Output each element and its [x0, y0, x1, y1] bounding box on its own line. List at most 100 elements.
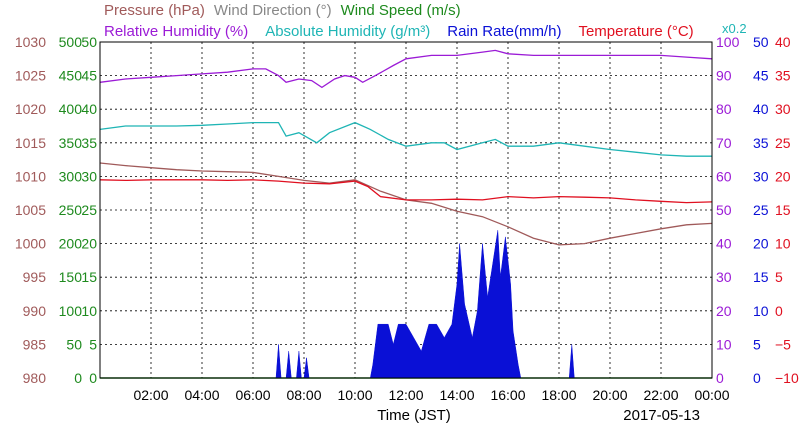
right-axis-rain-label-0: 50	[753, 34, 769, 50]
left-axis-wind-label-1: 450	[59, 68, 83, 84]
right-axis-temperature-label-6: 10	[775, 236, 791, 252]
x-tick-label-6: 14:00	[439, 387, 474, 403]
series-layer	[99, 49, 713, 379]
x-tick-label-4: 10:00	[337, 387, 372, 403]
left-axis-pressure-label-9: 985	[23, 336, 47, 352]
left-axis-pressure-label-4: 1010	[15, 168, 46, 184]
x-axis-label: Time (JST)	[377, 407, 451, 424]
left-axis-wind-speed-label-10: 0	[89, 370, 97, 386]
x-tick-label-3: 08:00	[286, 387, 321, 403]
legend-row-1: Pressure (hPa) Wind Direction (°) Wind Spe…	[104, 2, 461, 19]
right-axis-humidity-label-7: 30	[716, 269, 732, 285]
legend-item-legend-row2-2: Rain Rate(mm/h)	[447, 23, 561, 40]
left-axis-pressure-label-1: 1025	[15, 68, 46, 84]
left-axis-pressure-label-10: 980	[23, 370, 47, 386]
left-axis-wind-speed-label-2: 40	[81, 101, 97, 117]
right-axis-rain-label-6: 20	[753, 236, 769, 252]
left-axis-wind-label-6: 200	[59, 236, 83, 252]
legend-multiplier: x0.2	[722, 21, 747, 36]
date-label: 2017-05-13	[623, 407, 700, 424]
right-axis-humidity-label-5: 50	[716, 202, 732, 218]
right-axis-temperature-label-0: 40	[775, 34, 791, 50]
left-axis-pressure-label-2: 1020	[15, 101, 46, 117]
left-axis-wind-label-10: 0	[74, 370, 82, 386]
right-axis-rain-label-2: 40	[753, 101, 769, 117]
legend-item-legend-row1-2: Wind Speed (m/s)	[341, 2, 461, 19]
right-axis-temperature-label-5: 15	[775, 202, 791, 218]
right-axis-temperature-label-10: −10	[775, 370, 799, 386]
legend-item-legend-row1-0: Pressure (hPa)	[104, 2, 205, 19]
right-axis-rain-label-5: 25	[753, 202, 769, 218]
left-axis-wind-speed-label-6: 20	[81, 236, 97, 252]
right-axis-temperature-label-3: 25	[775, 135, 791, 151]
x-tick-label-2: 06:00	[235, 387, 270, 403]
right-axis-humidity-label-3: 70	[716, 135, 732, 151]
plot-frame	[99, 41, 713, 379]
right-axis-humidity-label-8: 20	[716, 303, 732, 319]
legend-item-legend-row2-3: Temperature (°C)	[578, 23, 693, 40]
left-axis-wind-speed-label-3: 35	[81, 135, 97, 151]
right-axis-temperature-label-9: −5	[775, 336, 791, 352]
left-axis-wind-label-3: 350	[59, 135, 83, 151]
legend-row-2: Relative Humidity (%) Absolute Humidity (…	[104, 21, 747, 40]
left-axis-wind-label-2: 400	[59, 101, 83, 117]
right-axis-rain-label-9: 5	[753, 336, 761, 352]
right-axis-rain-label-4: 30	[753, 168, 769, 184]
x-tick-label-10: 22:00	[643, 387, 678, 403]
right-axis-rain-label-8: 10	[753, 303, 769, 319]
right-axis-humidity-label-4: 60	[716, 168, 732, 184]
left-axis-wind-label-5: 250	[59, 202, 83, 218]
left-axis-wind-label-9: 50	[66, 336, 82, 352]
legend-item-legend-row2-0: Relative Humidity (%)	[104, 23, 248, 40]
left-axis-wind-speed-label-0: 50	[81, 34, 97, 50]
axis-labels: 1030102510201015101010051000995990985980…	[15, 34, 799, 386]
left-axis-pressure-label-0: 1030	[15, 34, 46, 50]
x-tick-label-1: 04:00	[184, 387, 219, 403]
left-axis-wind-speed-label-9: 5	[89, 336, 97, 352]
series-line-0	[99, 49, 713, 89]
right-axis-humidity-label-10: 0	[716, 370, 724, 386]
x-tick-label-11: 00:00	[694, 387, 729, 403]
series-line-3	[99, 179, 713, 204]
legend-item-legend-row2-1: Absolute Humidity (g/m³)	[265, 23, 430, 40]
x-tick-label-8: 18:00	[541, 387, 576, 403]
left-axis-wind-speed-label-1: 45	[81, 68, 97, 84]
x-tick-label-5: 12:00	[388, 387, 423, 403]
right-axis-humidity-label-0: 100	[716, 34, 740, 50]
right-axis-temperature-label-8: 0	[775, 303, 783, 319]
right-axis-temperature-label-2: 30	[775, 101, 791, 117]
left-axis-wind-speed-label-5: 25	[81, 202, 97, 218]
left-axis-wind-speed-label-4: 30	[81, 168, 97, 184]
left-axis-wind-speed-label-7: 15	[81, 269, 97, 285]
right-axis-temperature-label-1: 35	[775, 68, 791, 84]
right-axis-rain-label-7: 15	[753, 269, 769, 285]
x-axis-ticks: 02:00 04:00 06:00 08:00 10:00 12:00 14:00 16:00…	[133, 387, 729, 403]
left-axis-pressure-label-3: 1015	[15, 135, 46, 151]
x-tick-label-9: 20:00	[592, 387, 627, 403]
right-axis-humidity-label-2: 80	[716, 101, 732, 117]
x-tick-label-0: 02:00	[133, 387, 168, 403]
x-tick-label-7: 16:00	[490, 387, 525, 403]
series-line-1	[99, 121, 712, 157]
left-axis-wind-speed-label-8: 10	[81, 303, 97, 319]
left-axis-wind-label-8: 100	[59, 303, 83, 319]
left-axis-pressure-label-5: 1005	[15, 202, 46, 218]
series-rain-rate-area	[275, 230, 575, 379]
right-axis-temperature-label-4: 20	[775, 168, 791, 184]
right-axis-temperature-label-7: 5	[775, 269, 783, 285]
left-axis-wind-label-7: 150	[59, 269, 83, 285]
left-axis-wind-label-0: 500	[59, 34, 83, 50]
left-axis-pressure-label-6: 1000	[15, 236, 46, 252]
right-axis-humidity-label-9: 10	[716, 336, 732, 352]
right-axis-rain-label-10: 0	[753, 370, 761, 386]
left-axis-pressure-label-8: 990	[23, 303, 47, 319]
right-axis-humidity-label-6: 40	[716, 236, 732, 252]
left-axis-wind-label-4: 300	[59, 168, 83, 184]
right-axis-humidity-label-1: 90	[716, 68, 732, 84]
right-axis-rain-label-3: 35	[753, 135, 769, 151]
left-axis-pressure-label-7: 995	[23, 269, 47, 285]
right-axis-rain-label-1: 45	[753, 68, 769, 84]
legend-item-legend-row1-1: Wind Direction (°)	[214, 2, 332, 19]
